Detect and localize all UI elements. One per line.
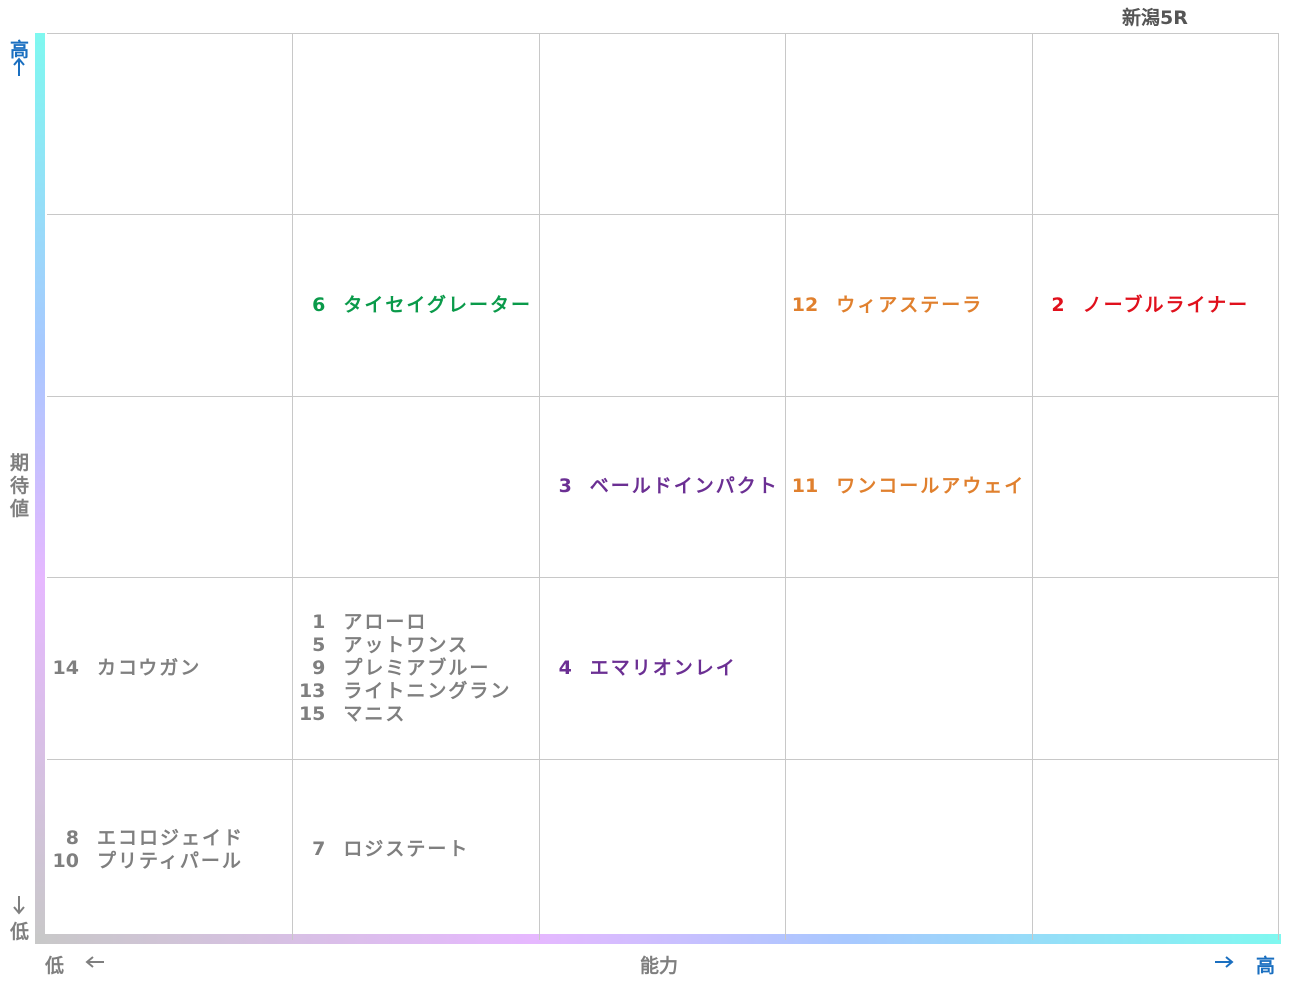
grid-cell	[47, 395, 294, 578]
horse-number: 1	[312, 610, 326, 633]
grid-cell	[539, 33, 787, 215]
grid-cell: 1 アローロ 5 アットワンス 9 プレミアブルー 13 ライトニングラン 15 マニス	[293, 577, 540, 759]
x-axis-bar	[35, 934, 1281, 944]
horse-entry: 5 アットワンス	[297, 634, 538, 657]
horse-number: 13	[298, 679, 326, 702]
horse-name: ウィアステーラ	[836, 294, 984, 317]
grid-cell	[786, 33, 1033, 215]
y-axis-bar	[35, 33, 45, 943]
horse-number: 11	[791, 475, 819, 498]
x-low: 低	[45, 955, 65, 977]
horse-name: ライトニングラン	[343, 679, 512, 702]
horse-number: 5	[312, 633, 326, 656]
grid-cell: 7 ロジステート	[293, 758, 540, 940]
arrow-down	[13, 896, 25, 915]
horse-name: ワンコールアウェイ	[836, 475, 1026, 498]
horse-name: プレミアブルー	[343, 656, 491, 679]
horse-number: 2	[1051, 294, 1065, 317]
grid-cell	[786, 577, 1033, 759]
grid-cell: 2 ノーブルライナー	[1032, 214, 1279, 396]
grid-cell	[293, 395, 540, 578]
grid-cell: 8 エコロジェイド 10 プリティパール	[47, 758, 294, 940]
horse-number: 7	[312, 838, 326, 861]
grid-cell: 12 ウィアステーラ	[786, 214, 1033, 396]
horse-number: 12	[791, 294, 819, 317]
y-label: 期待値	[10, 452, 30, 520]
horse-entry: 9 プレミアブルー	[297, 657, 538, 680]
arrow-up	[13, 57, 25, 76]
x-label: 能力	[640, 955, 679, 977]
horse-entry: 1 アローロ	[297, 611, 538, 634]
horse-name: エマリオンレイ	[589, 656, 737, 679]
horse-entry: 2 ノーブルライナー	[1037, 294, 1278, 317]
horse-number: 8	[65, 826, 79, 849]
arrow-right	[1215, 956, 1234, 968]
horse-number: 3	[558, 475, 572, 498]
horse-entry: 14 カコウガン	[51, 657, 292, 680]
horse-entry: 15 マニス	[297, 703, 538, 726]
arrow-left	[85, 956, 104, 968]
horse-number: 6	[312, 294, 326, 317]
grid-cell: 6 タイセイグレーター	[293, 214, 540, 396]
horse-name: プリティパール	[97, 849, 243, 872]
arrows	[13, 57, 1234, 968]
horse-name: カコウガン	[97, 656, 202, 679]
horse-name: アットワンス	[343, 633, 470, 656]
y-low: 低	[10, 921, 30, 943]
horse-number: 4	[558, 656, 572, 679]
horse-name: タイセイグレーター	[343, 294, 533, 317]
grid-cell	[47, 33, 294, 215]
horse-name: ノーブルライナー	[1082, 294, 1250, 317]
horse-entry: 7 ロジステート	[297, 838, 538, 861]
grid-cell	[1032, 758, 1279, 940]
grid-cell	[1032, 33, 1279, 215]
horse-name: ロジステート	[343, 838, 470, 861]
grid-cell: 3 ベールドインパクト	[539, 395, 787, 578]
horse-entry: 10 プリティパール	[51, 850, 292, 873]
horse-number: 9	[312, 656, 326, 679]
horse-entry: 8 エコロジェイド	[51, 827, 292, 850]
grid-cell	[1032, 395, 1279, 578]
grid: 6 タイセイグレーター 12 ウィアステーラ 2 ノーブルライナー 3 ベールドインパクト 11…	[47, 33, 1279, 940]
horse-number: 10	[52, 849, 79, 872]
horse-number: 15	[298, 702, 326, 725]
x-high: 高	[1256, 955, 1276, 977]
title: 新潟5R	[1122, 7, 1188, 29]
horse-entry: 6 タイセイグレーター	[297, 294, 538, 317]
horse-name: アローロ	[343, 610, 428, 633]
grid-cell: 14 カコウガン	[47, 577, 294, 759]
grid-cell	[1032, 577, 1279, 759]
horse-number: 14	[52, 656, 79, 679]
grid-cell	[786, 758, 1033, 940]
horse-entry: 3 ベールドインパクト	[544, 475, 785, 498]
horse-name: マニス	[343, 702, 407, 725]
y-high: 高	[10, 39, 30, 61]
grid-cell: 11 ワンコールアウェイ	[786, 395, 1033, 578]
grid-cell	[293, 33, 540, 215]
horse-entry: 4 エマリオンレイ	[544, 657, 785, 680]
grid-cell	[539, 758, 787, 940]
horse-entry: 11 ワンコールアウェイ	[790, 475, 1031, 498]
horse-entry: 12 ウィアステーラ	[790, 294, 1031, 317]
grid-cell	[539, 214, 787, 396]
grid-cell: 4 エマリオンレイ	[539, 577, 787, 759]
horse-entry: 13 ライトニングラン	[297, 680, 538, 703]
grid-cell	[47, 214, 294, 396]
horse-name: エコロジェイド	[97, 826, 245, 849]
horse-name: ベールドインパクト	[589, 475, 779, 498]
